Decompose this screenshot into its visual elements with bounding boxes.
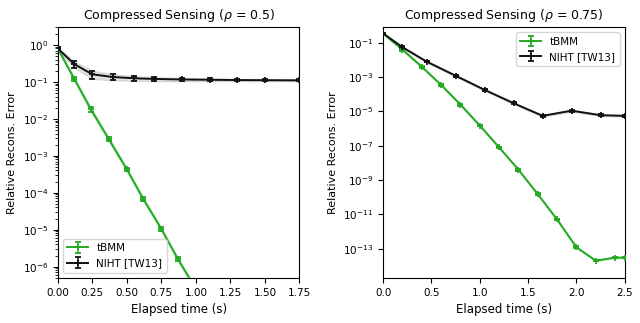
X-axis label: Elapsed time (s): Elapsed time (s)	[131, 303, 227, 316]
Legend: tBMM, NIHT [TW13]: tBMM, NIHT [TW13]	[516, 33, 620, 66]
Legend: tBMM, NIHT [TW13]: tBMM, NIHT [TW13]	[63, 239, 166, 273]
Y-axis label: Relative Recons. Error: Relative Recons. Error	[328, 91, 338, 214]
Y-axis label: Relative Recons. Error: Relative Recons. Error	[7, 91, 17, 214]
X-axis label: Elapsed time (s): Elapsed time (s)	[456, 303, 552, 316]
Title: Compressed Sensing ($\rho$ = 0.75): Compressed Sensing ($\rho$ = 0.75)	[404, 7, 604, 24]
Title: Compressed Sensing ($\rho$ = 0.5): Compressed Sensing ($\rho$ = 0.5)	[83, 7, 275, 24]
